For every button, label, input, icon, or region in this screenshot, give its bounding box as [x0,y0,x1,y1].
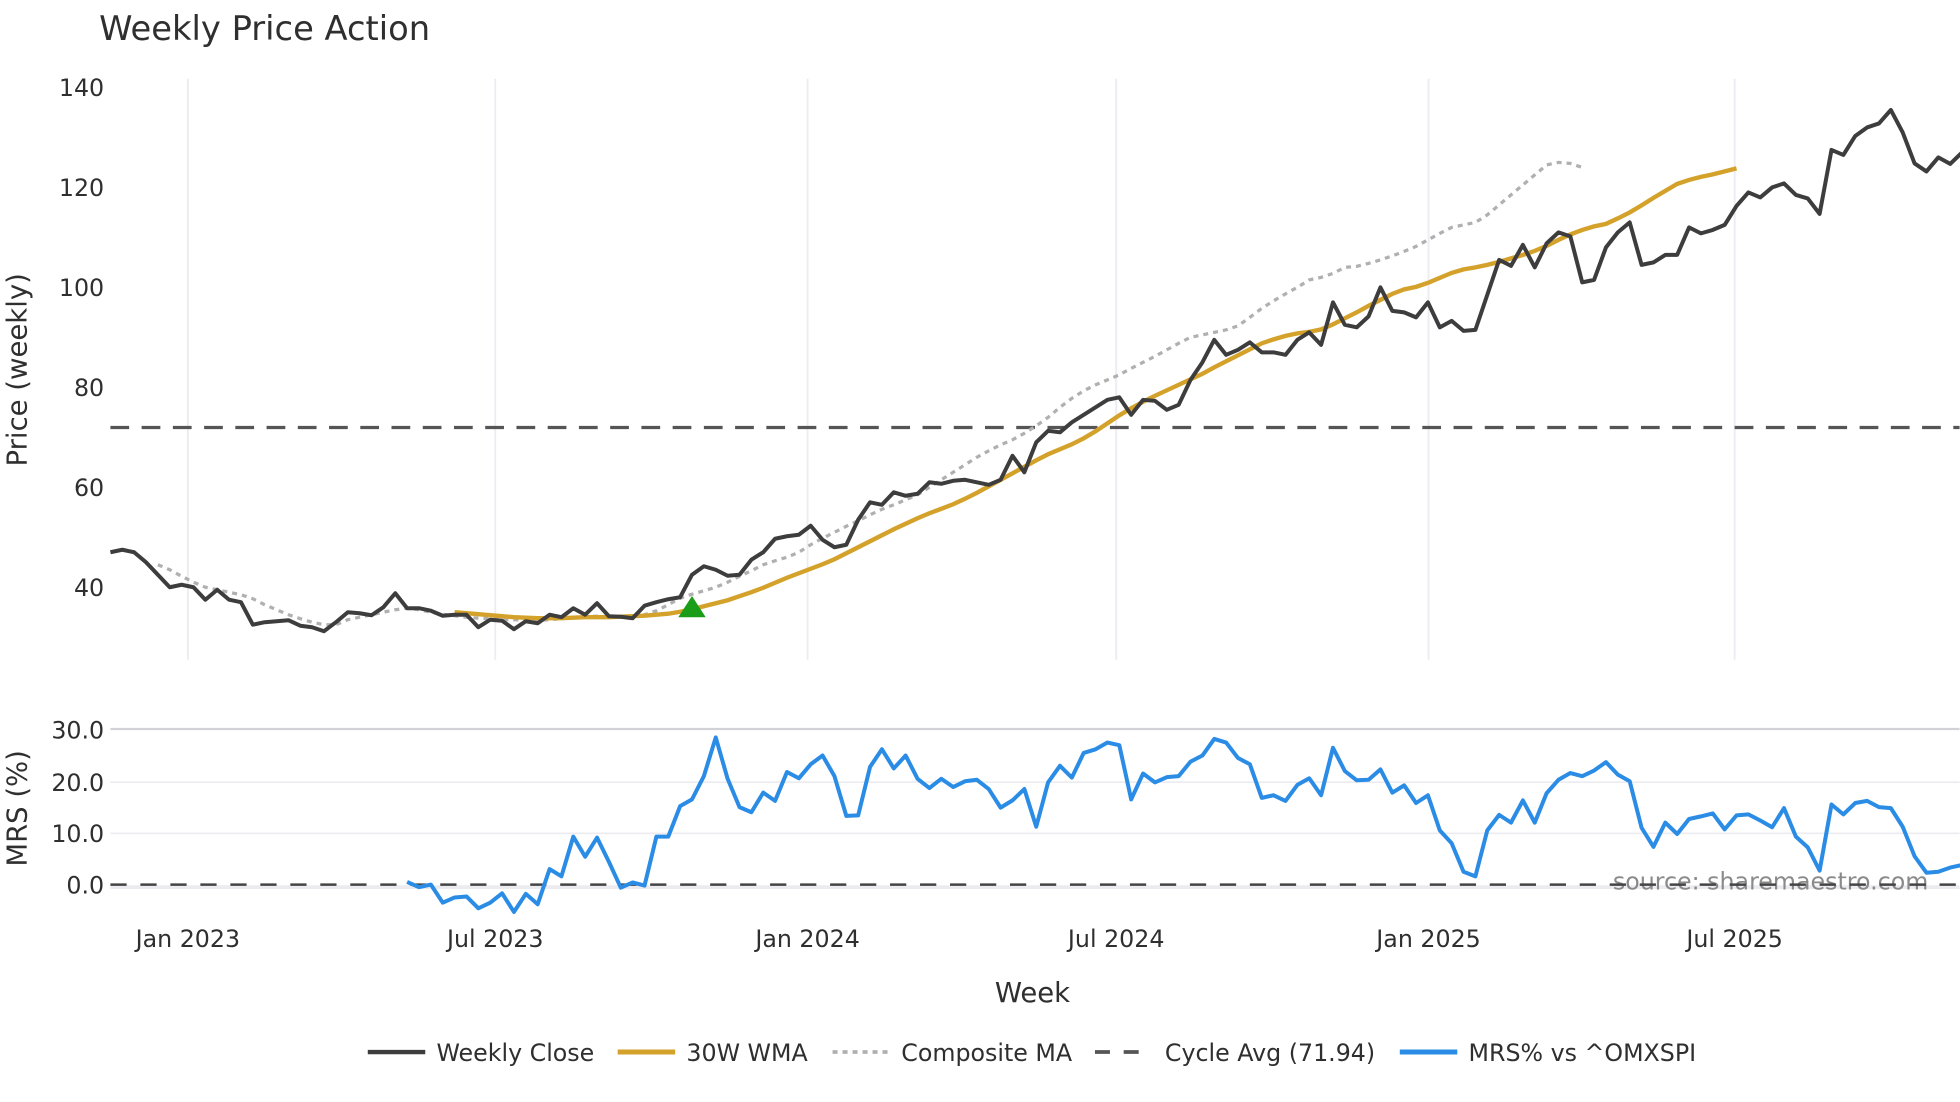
xtick: Jul 2023 [445,925,544,953]
price-ytick: 40 [74,574,104,602]
mrs-y-axis: 30.0 20.0 10.0 0.0 MRS (%) [2,716,104,899]
xtick: Jan 2023 [134,925,240,953]
svg-text:30W WMA: 30W WMA [686,1039,808,1067]
svg-text:MRS% vs ^OMXSPI: MRS% vs ^OMXSPI [1469,1039,1697,1067]
svg-text:Composite MA: Composite MA [901,1039,1073,1067]
mrs-ytick: 10.0 [51,820,104,848]
svg-text:Cycle Avg (71.94): Cycle Avg (71.94) [1165,1039,1375,1067]
buy-signal-triangle-icon [678,595,706,618]
price-y-label: Price (weekly) [2,273,34,466]
price-ytick: 100 [59,274,104,302]
price-ytick: 120 [59,174,104,202]
xtick: Jan 2025 [1374,925,1480,953]
legend-item-cycle-avg[interactable]: Cycle Avg (71.94) [1094,1039,1375,1067]
xtick: Jul 2025 [1684,925,1783,953]
price-y-axis: 140 120 100 80 60 40 Price (weekly) [2,74,104,602]
price-ytick: 80 [74,374,104,402]
mrs-y-label: MRS (%) [2,750,34,867]
legend-item-30w-wma[interactable]: 30W WMA [617,1039,809,1067]
wma-30w-line [454,166,1738,621]
weekly-close-line [109,107,1960,634]
mrs-ytick: 30.0 [51,716,104,744]
mrs-line [406,735,1960,914]
legend-item-mrs[interactable]: MRS% vs ^OMXSPI [1399,1039,1697,1067]
xtick: Jan 2024 [753,925,859,953]
price-ytick: 60 [74,474,104,502]
source-watermark: source: sharemaestro.com [1613,868,1928,896]
legend: Weekly Close 30W WMA Composite MA Cycle … [367,1039,1697,1067]
x-axis-label: Week [995,977,1070,1009]
price-ytick: 140 [59,74,104,102]
xtick: Jul 2024 [1066,925,1165,953]
composite-ma-line [157,160,1583,627]
x-axis: Jan 2023 Jul 2023 Jan 2024 Jul 2024 Jan … [134,925,1783,1009]
legend-item-composite-ma[interactable]: Composite MA [832,1039,1073,1067]
mrs-ytick: 20.0 [51,769,104,797]
svg-text:Weekly Close: Weekly Close [436,1039,594,1067]
legend-item-weekly-close[interactable]: Weekly Close [367,1039,594,1067]
price-vertical-gridlines [186,78,1736,660]
chart-title: Weekly Price Action [99,9,430,48]
mrs-grid [110,727,1960,889]
mrs-ytick: 0.0 [66,871,104,899]
